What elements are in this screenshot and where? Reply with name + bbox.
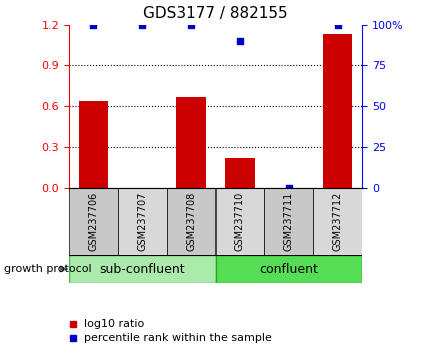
Text: GSM237712: GSM237712	[332, 192, 342, 251]
Point	[138, 22, 145, 28]
Text: GSM237711: GSM237711	[283, 192, 293, 251]
Text: GSM237710: GSM237710	[234, 192, 244, 251]
Title: GDS3177 / 882155: GDS3177 / 882155	[143, 6, 287, 21]
Text: GSM237707: GSM237707	[137, 192, 147, 251]
Text: confluent: confluent	[259, 263, 317, 275]
Text: GSM237706: GSM237706	[88, 192, 98, 251]
Bar	[264, 188, 313, 255]
Bar	[69, 255, 215, 283]
Point	[187, 22, 194, 28]
Bar	[322, 34, 351, 188]
Point	[236, 38, 243, 44]
Text: growth protocol: growth protocol	[4, 264, 92, 274]
Text: log10 ratio: log10 ratio	[84, 319, 144, 329]
Point	[333, 22, 340, 28]
Bar	[313, 188, 361, 255]
Point	[285, 185, 292, 190]
Bar	[69, 188, 117, 255]
Bar	[176, 97, 205, 188]
Text: sub-confluent: sub-confluent	[99, 263, 184, 275]
Text: GSM237708: GSM237708	[186, 192, 196, 251]
Bar	[79, 101, 108, 188]
Point	[90, 22, 97, 28]
Bar	[117, 188, 166, 255]
Bar	[225, 158, 254, 188]
Bar	[215, 255, 361, 283]
Bar	[215, 188, 264, 255]
Bar	[166, 188, 215, 255]
Text: percentile rank within the sample: percentile rank within the sample	[84, 333, 271, 343]
